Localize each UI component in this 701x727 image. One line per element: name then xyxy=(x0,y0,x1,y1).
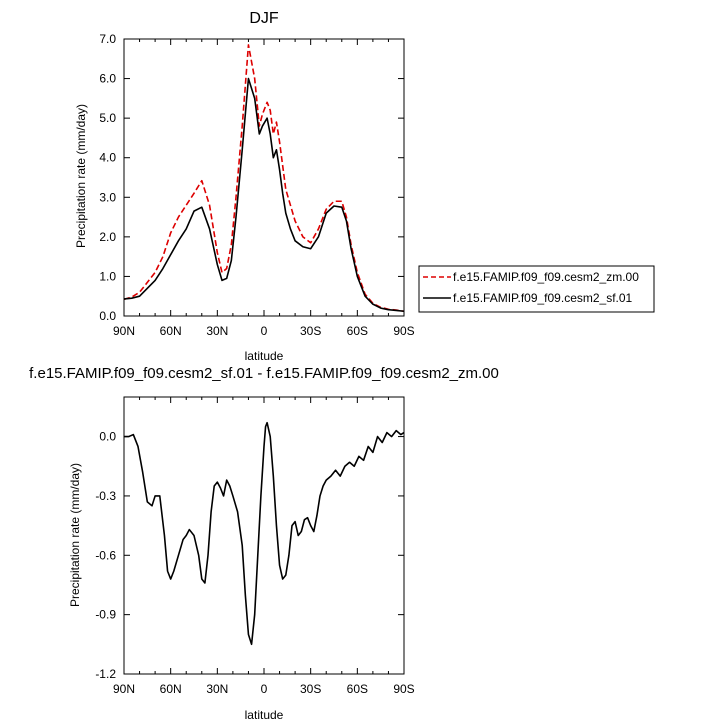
top-x-tick-label: 90S xyxy=(393,324,414,338)
top-plot-area: 90N 60N 30N 0 30S 60S 90S 0.0 1.0 2.0 3.0 4.0 5.0 6.0… xyxy=(99,32,414,338)
bottom-y-tick-label: -0.3 xyxy=(95,489,116,503)
bottom-y-tick-label: 0.0 xyxy=(99,430,116,444)
top-y-tick-label: 0.0 xyxy=(99,309,116,323)
bottom-x-tick-label: 90S xyxy=(393,682,414,696)
bottom-title: f.e15.FAMIP.f09_f09.cesm2_sf.01 - f.e15.… xyxy=(29,365,499,382)
top-x-axis-label: latitude xyxy=(245,349,284,363)
top-y-tick-label: 3.0 xyxy=(99,190,116,204)
legend-label-sf: f.e15.FAMIP.f09_f09.cesm2_sf.01 xyxy=(453,291,633,305)
top-y-tick-label: 2.0 xyxy=(99,230,116,244)
top-panel: DJF Precipitation rate (mm/day) latitude… xyxy=(74,10,415,363)
top-x-tick-label: 30N xyxy=(206,324,228,338)
bottom-x-tick-label: 30N xyxy=(206,682,228,696)
top-x-tick-label: 60N xyxy=(160,324,182,338)
bottom-x-tick-label: 0 xyxy=(261,682,268,696)
bottom-x-axis-label: latitude xyxy=(245,708,284,722)
top-y-axis-label: Precipitation rate (mm/day) xyxy=(74,104,88,248)
top-y-tick-label: 7.0 xyxy=(99,32,116,46)
top-title: DJF xyxy=(249,10,279,27)
bottom-series-line-0 xyxy=(124,421,405,646)
top-y-tick-label: 1.0 xyxy=(99,269,116,283)
top-y-tick-label: 5.0 xyxy=(99,111,116,125)
bottom-plot-area: 90N 60N 30N 0 30S 60S 90S 0.0 -0.3 -0.6 -0.9 -1.2 xyxy=(95,397,415,696)
top-plot-frame xyxy=(123,38,405,317)
legend: f.e15.FAMIP.f09_f09.cesm2_zm.00 f.e15.FA… xyxy=(418,265,655,313)
top-y-tick-label: 4.0 xyxy=(99,151,116,165)
bottom-x-tick-label: 60N xyxy=(160,682,182,696)
legend-box xyxy=(418,265,655,313)
top-y-tick-label: 6.0 xyxy=(99,72,116,86)
top-series-line-1 xyxy=(123,77,405,313)
legend-label-zm: f.e15.FAMIP.f09_f09.cesm2_zm.00 xyxy=(453,270,639,284)
top-x-tick-label: 90N xyxy=(113,324,135,338)
top-x-tick-label: 30S xyxy=(300,324,321,338)
bottom-y-tick-label: -0.6 xyxy=(95,548,116,562)
bottom-y-axis-label: Precipitation rate (mm/day) xyxy=(68,463,82,607)
top-x-tick-label: 0 xyxy=(261,324,268,338)
bottom-y-tick-label: -1.2 xyxy=(95,667,116,681)
bottom-x-tick-label: 30S xyxy=(300,682,321,696)
top-x-tick-label: 60S xyxy=(347,324,368,338)
bottom-panel: f.e15.FAMIP.f09_f09.cesm2_sf.01 - f.e15.… xyxy=(29,365,499,722)
bottom-x-tick-label: 60S xyxy=(347,682,368,696)
top-series-line-0 xyxy=(123,44,405,313)
bottom-x-tick-label: 90N xyxy=(113,682,135,696)
bottom-plot-frame xyxy=(123,396,405,675)
bottom-y-tick-label: -0.9 xyxy=(95,608,116,622)
